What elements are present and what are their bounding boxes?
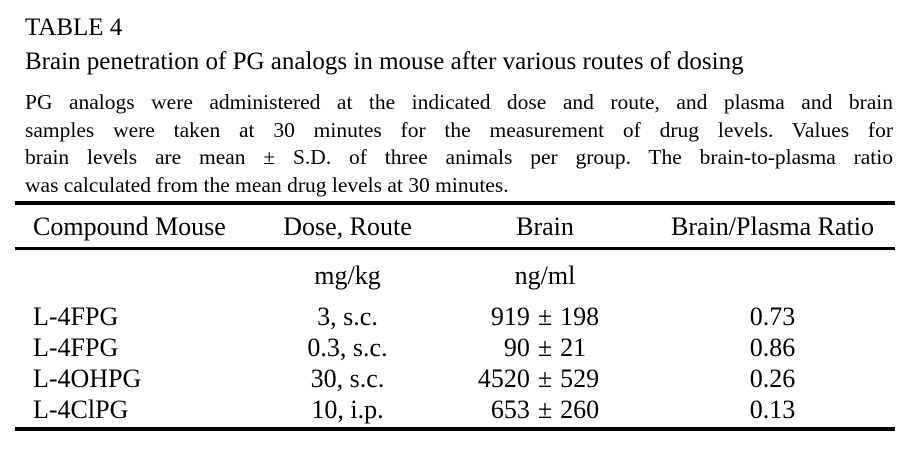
- column-header-compound: Compound Mouse: [33, 211, 226, 241]
- table-description: PG analogs were administered at the indi…: [25, 89, 893, 199]
- table-top-rule: [15, 201, 895, 205]
- cell-dose-route: 30, s.c.: [310, 363, 385, 393]
- table-row-3: L-4OHPG 30, s.c. 4520 ± 529 0.26: [15, 363, 895, 394]
- cell-dose-route: 3, s.c.: [317, 301, 378, 331]
- description-line-3: brain levels are mean ± S.D. of three an…: [25, 145, 893, 169]
- unit-dose: mg/kg: [314, 260, 381, 290]
- brain-sd-value: 260: [560, 394, 600, 424]
- cell-brain-plasma-ratio: 0.86: [749, 332, 796, 362]
- cell-brain-level: 90 ± 21: [440, 333, 650, 363]
- brain-sd-value: 529: [560, 363, 600, 393]
- cell-dose-route: 0.3, s.c.: [307, 332, 388, 362]
- cell-dose-route: 10, i.p.: [311, 394, 384, 424]
- table-label: TABLE 4: [25, 14, 123, 41]
- brain-mean-value: 653: [490, 394, 530, 424]
- column-header-brain: Brain: [516, 211, 574, 241]
- cell-compound: L-4FPG: [33, 301, 119, 331]
- cell-brain-plasma-ratio: 0.73: [749, 301, 796, 331]
- column-header-ratio: Brain/Plasma Ratio: [671, 211, 874, 241]
- table-header-rule: [15, 247, 895, 250]
- brain-mean-value: 919: [490, 301, 530, 331]
- table-header-row: Compound Mouse Dose, Route Brain Brain/P…: [15, 205, 895, 247]
- table-row-4: L-4ClPG 10, i.p. 653 ± 260 0.13: [15, 394, 895, 425]
- brain-mean-value: 4520: [477, 363, 530, 393]
- cell-compound: L-4FPG: [33, 332, 119, 362]
- table-row-2: L-4FPG 0.3, s.c. 90 ± 21 0.86: [15, 332, 895, 363]
- plus-minus-symbol: ±: [537, 394, 553, 424]
- cell-brain-plasma-ratio: 0.13: [749, 394, 796, 424]
- description-line-4: was calculated from the mean drug levels…: [25, 172, 509, 197]
- unit-brain: ng/ml: [514, 260, 576, 290]
- plus-minus-symbol: ±: [537, 301, 553, 331]
- cell-brain-level: 653 ± 260: [440, 395, 650, 425]
- brain-sd-value: 21: [560, 332, 587, 362]
- brain-sd-value: 198: [560, 301, 600, 331]
- data-table: Compound Mouse Dose, Route Brain Brain/P…: [15, 201, 895, 431]
- description-line-2: samples were taken at 30 minutes for the…: [25, 117, 893, 142]
- column-header-dose: Dose, Route: [283, 211, 412, 241]
- plus-minus-symbol: ±: [537, 332, 553, 362]
- cell-brain-plasma-ratio: 0.26: [749, 363, 796, 393]
- cell-brain-level: 919 ± 198: [440, 302, 650, 332]
- plus-minus-symbol: ±: [537, 363, 553, 393]
- brain-mean-value: 90: [503, 332, 530, 362]
- table-bottom-rule: [15, 427, 895, 431]
- cell-brain-level: 4520 ± 529: [440, 364, 650, 394]
- document-page: TABLE 4 Brain penetration of PG analogs …: [0, 13, 907, 467]
- table-units-row: mg/kg ng/ml: [15, 250, 895, 301]
- table-title: Brain penetration of PG analogs in mouse…: [25, 48, 744, 75]
- cell-compound: L-4ClPG: [33, 394, 129, 424]
- description-line-1: PG analogs were administered at the indi…: [25, 90, 893, 114]
- cell-compound: L-4OHPG: [33, 363, 142, 393]
- table-row-1: L-4FPG 3, s.c. 919 ± 198 0.73: [15, 301, 895, 332]
